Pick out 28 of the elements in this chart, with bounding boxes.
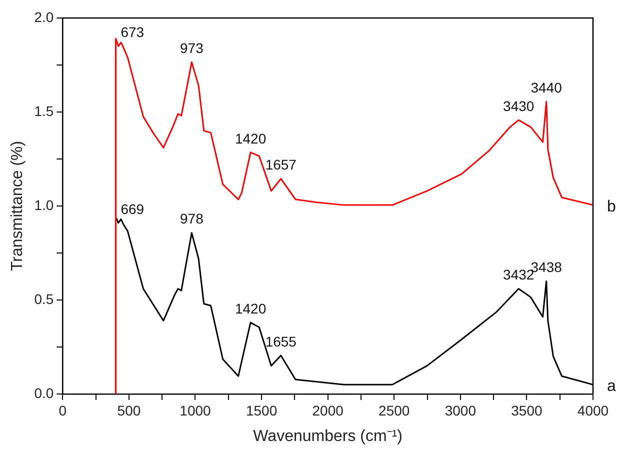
series-label: b bbox=[607, 198, 616, 216]
annotation: 1420 bbox=[234, 300, 266, 316]
x-tick-label: 1000 bbox=[180, 402, 212, 418]
annotation: 3430 bbox=[503, 98, 534, 114]
annotation: 1655 bbox=[265, 333, 297, 350]
series-label: a bbox=[607, 378, 616, 396]
annotation: 973 bbox=[180, 40, 204, 56]
annotation: 1420 bbox=[234, 130, 266, 146]
annotation: 978 bbox=[180, 210, 204, 227]
y-tick-label: 1.5 bbox=[34, 102, 54, 119]
x-tick-label: 2500 bbox=[378, 402, 410, 418]
annotation: 669 bbox=[120, 200, 144, 217]
y-tick-label: 0.5 bbox=[34, 290, 54, 307]
y-tick-label: 2.0 bbox=[34, 8, 54, 25]
annotation: 1657 bbox=[265, 156, 297, 173]
x-tick-label: 0 bbox=[58, 402, 67, 418]
x-tick-label: 4000 bbox=[577, 402, 609, 418]
y-tick-label: 0.0 bbox=[34, 384, 54, 401]
x-tick-label: 500 bbox=[117, 402, 141, 418]
y-tick-label: 1.0 bbox=[34, 196, 54, 213]
y-axis-title: Transmittance (%) bbox=[9, 140, 26, 272]
x-tick-label: 2000 bbox=[312, 402, 344, 418]
x-tick-label: 3000 bbox=[444, 402, 476, 418]
annotation: 3440 bbox=[530, 80, 562, 96]
x-tick-label: 3500 bbox=[511, 402, 542, 418]
x-axis-title: Wavenumbers (cm⁻¹) bbox=[253, 428, 402, 445]
annotation: 673 bbox=[120, 24, 144, 40]
x-tick-label: 1500 bbox=[246, 402, 278, 418]
